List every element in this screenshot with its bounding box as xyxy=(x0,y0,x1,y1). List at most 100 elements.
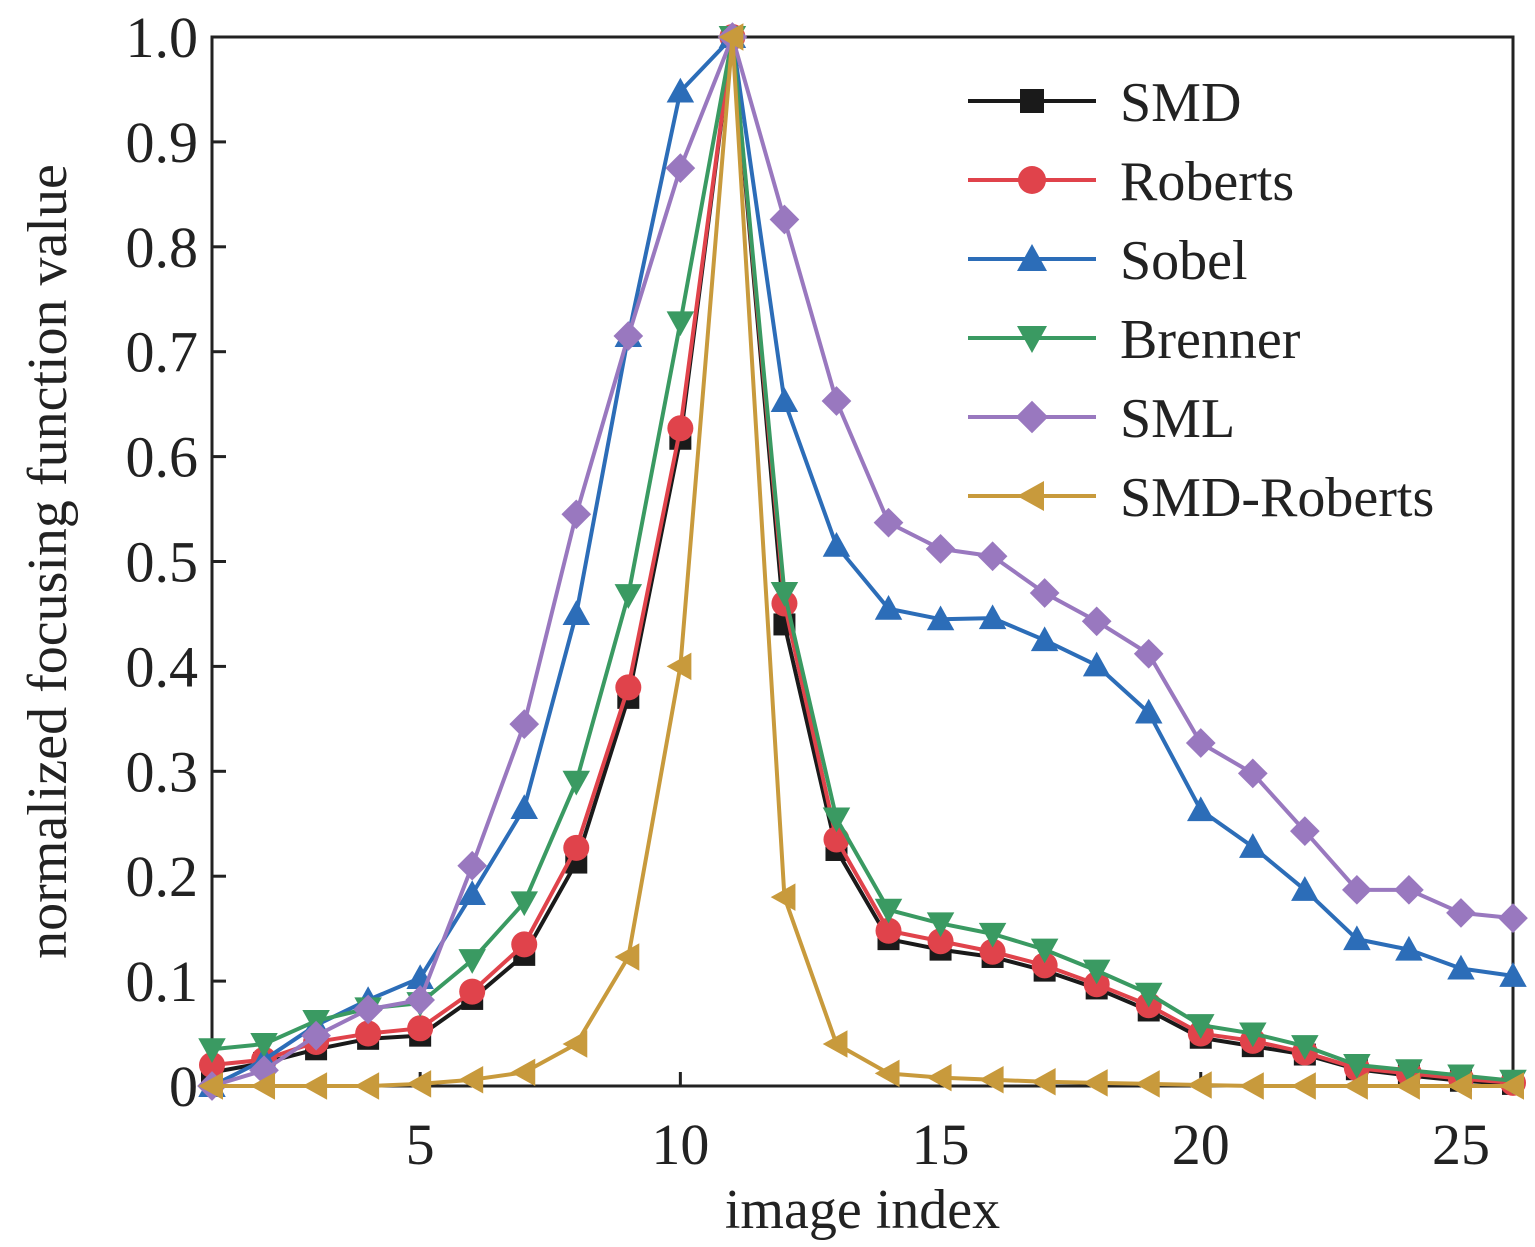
data-point-diamond xyxy=(925,534,956,564)
data-point-triangle-down xyxy=(198,1038,226,1064)
data-point-triangle-left xyxy=(302,1072,328,1100)
data-point-triangle-left xyxy=(718,23,744,51)
legend-item: SMD-Roberts xyxy=(968,467,1434,529)
data-point-triangle-down xyxy=(1239,1022,1267,1048)
data-point-triangle-down xyxy=(562,770,591,796)
series-sobel xyxy=(198,23,1527,1097)
data-point-triangle-down xyxy=(874,898,903,924)
data-point-diamond xyxy=(457,850,488,881)
data-point-triangle-up xyxy=(770,387,799,413)
data-point-triangle-left xyxy=(1291,1072,1316,1100)
data-point-diamond xyxy=(769,204,800,235)
data-point-triangle-left xyxy=(406,1070,432,1098)
data-point-triangle-down xyxy=(614,584,643,609)
data-point-diamond xyxy=(1185,728,1216,758)
data-point-diamond xyxy=(1029,578,1060,608)
data-point-triangle-down xyxy=(1395,1059,1423,1085)
data-point-diamond xyxy=(1237,758,1268,789)
data-point-diamond xyxy=(301,1020,331,1051)
data-point-diamond xyxy=(1342,874,1372,905)
data-point-triangle-up xyxy=(1134,698,1163,724)
data-point-circle xyxy=(875,917,902,944)
data-point-circle xyxy=(667,415,694,442)
data-point-triangle-left xyxy=(822,1030,848,1058)
data-point-triangle-up xyxy=(510,794,538,820)
data-point-triangle-left xyxy=(1187,1071,1212,1099)
data-point-circle xyxy=(355,1020,382,1047)
data-point-triangle-left xyxy=(250,1072,276,1100)
data-point-triangle-left xyxy=(770,883,796,911)
data-point-triangle-left xyxy=(1343,1072,1368,1100)
data-point-diamond xyxy=(1081,606,1112,637)
data-point-square xyxy=(1020,89,1044,113)
data-point-triangle-up xyxy=(1082,651,1111,677)
data-point-triangle-left xyxy=(1447,1072,1472,1100)
data-point-triangle-left xyxy=(874,1059,900,1088)
series-line xyxy=(211,35,1514,1086)
legend-label: Roberts xyxy=(1120,151,1294,213)
x-tick-label: 15 xyxy=(912,1112,970,1177)
data-point-diamond xyxy=(1394,874,1424,905)
data-point-diamond xyxy=(405,985,436,1015)
data-point-triangle-up xyxy=(1447,954,1475,980)
data-point-triangle-up xyxy=(1187,796,1215,822)
legend-label: Sobel xyxy=(1120,230,1248,292)
data-point-triangle-up xyxy=(1030,626,1059,652)
data-point-diamond xyxy=(821,386,852,416)
data-point-diamond xyxy=(873,507,904,538)
data-point-diamond xyxy=(665,153,696,183)
data-point-triangle-down xyxy=(1134,982,1163,1008)
data-point-triangle-left xyxy=(354,1072,380,1100)
y-tick-label: 1.0 xyxy=(126,5,199,70)
series-smd xyxy=(201,26,1524,1095)
x-tick-label: 10 xyxy=(651,1112,709,1177)
data-point-triangle-down xyxy=(250,1033,278,1058)
data-point-circle xyxy=(1018,166,1046,194)
y-tick-label: 0.1 xyxy=(126,949,199,1014)
data-point-diamond xyxy=(1498,903,1528,934)
data-point-diamond xyxy=(561,499,592,530)
legend: SMD Roberts Sobel Brenner SML SMD-Roberts xyxy=(968,72,1434,529)
data-point-triangle-down xyxy=(1343,1054,1371,1079)
data-point-circle xyxy=(615,674,642,701)
series-roberts xyxy=(199,24,1526,1096)
data-point-triangle-left xyxy=(1239,1072,1264,1100)
data-point-triangle-up xyxy=(458,880,486,906)
data-point-triangle-up xyxy=(1343,925,1371,951)
data-point-triangle-up xyxy=(978,604,1007,630)
data-point-triangle-down xyxy=(1291,1035,1319,1060)
data-point-triangle-left xyxy=(978,1065,1004,1094)
y-tick-label: 0.4 xyxy=(126,634,199,699)
legend-label: Brenner xyxy=(1120,309,1301,371)
legend-item: Roberts xyxy=(968,151,1294,213)
y-tick-label: 0 xyxy=(169,1054,198,1119)
data-point-triangle-left xyxy=(1395,1072,1420,1100)
series-line xyxy=(211,35,1514,1088)
data-point-triangle-down xyxy=(926,912,955,938)
data-point-diamond xyxy=(1015,400,1049,434)
data-point-diamond xyxy=(509,709,540,739)
plot-frame xyxy=(210,35,1515,1088)
data-point-diamond xyxy=(353,994,383,1025)
data-point-triangle-down xyxy=(822,807,851,833)
data-point-triangle-left xyxy=(614,943,640,971)
y-tick-label: 0.8 xyxy=(126,215,199,280)
x-tick-label: 25 xyxy=(1432,1112,1490,1177)
legend-item: Sobel xyxy=(968,230,1248,292)
data-point-triangle-up xyxy=(1239,833,1267,858)
y-tick-label: 0.6 xyxy=(126,425,199,490)
y-axis-title: normalized focusing function value xyxy=(17,164,79,959)
data-point-triangle-down xyxy=(458,949,486,974)
data-point-triangle-down xyxy=(1187,1014,1215,1039)
series-line xyxy=(211,35,1514,1083)
data-point-circle xyxy=(927,928,954,955)
data-point-triangle-down xyxy=(1030,938,1059,964)
data-point-triangle-left xyxy=(926,1063,952,1092)
data-point-circle xyxy=(199,1052,225,1079)
series-line xyxy=(211,35,1514,1085)
data-point-triangle-up xyxy=(874,594,903,620)
series-line xyxy=(211,35,1514,1088)
data-point-triangle-down xyxy=(1447,1064,1475,1090)
data-point-triangle-up xyxy=(1017,244,1047,271)
